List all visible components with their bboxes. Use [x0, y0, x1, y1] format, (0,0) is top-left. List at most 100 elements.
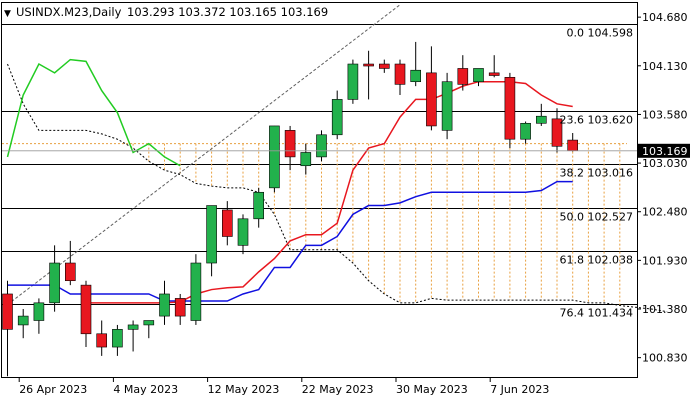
y-tick-label: 103.030: [642, 157, 688, 170]
trend-line-series: [7, 4, 401, 305]
plot-frame: [1, 2, 638, 378]
candle-bear[interactable]: [551, 108, 563, 153]
candle-bull[interactable]: [269, 125, 280, 193]
candle-bull[interactable]: [112, 324, 123, 356]
candle-bear[interactable]: [174, 293, 186, 325]
y-axis: 104.680 104.130 103.580 103.030 102.480 101.9…: [637, 11, 688, 365]
candle-bull[interactable]: [159, 280, 170, 325]
fib-label: 50.0 102.527: [560, 211, 633, 224]
candle-body: [284, 130, 296, 158]
y-tick-label: 101.930: [642, 254, 688, 267]
candle-bull[interactable]: [49, 245, 60, 312]
ma-green-series: [6, 58, 181, 167]
y-tick-label: 100.830: [642, 352, 688, 365]
fib-label: 23.6 103.620: [560, 114, 633, 127]
candle-body: [441, 81, 453, 131]
x-tick-label: 30 May 2023: [396, 383, 468, 396]
candle-body: [159, 293, 170, 317]
candle-bear[interactable]: [2, 280, 13, 377]
candle-body: [190, 262, 202, 321]
ma-blue-series: [7, 180, 573, 302]
candle-body: [551, 118, 563, 147]
candle-body: [316, 134, 327, 158]
trend-line: [7, 4, 401, 305]
x-tick-label: 22 May 2023: [302, 383, 374, 396]
dropdown-triangle-icon[interactable]: ▼: [4, 9, 11, 19]
candle-body: [488, 72, 500, 76]
candle-bull[interactable]: [33, 298, 45, 334]
candle-bear[interactable]: [96, 320, 107, 356]
candle-bear[interactable]: [363, 50, 374, 100]
candle-bull[interactable]: [206, 205, 217, 277]
ohlc-values: 103.293 103.372 103.165 103.169: [127, 5, 328, 19]
candle-body: [363, 63, 374, 67]
candle-bull[interactable]: [331, 90, 343, 140]
candle-bull[interactable]: [473, 68, 484, 87]
x-tick-label: 12 May 2023: [208, 383, 280, 396]
candle-body: [2, 293, 13, 330]
candle-body: [65, 262, 76, 282]
candle-bear[interactable]: [80, 280, 92, 348]
x-tick-label: 4 May 2023: [113, 383, 178, 396]
candle-body: [410, 69, 422, 83]
x-tick-label: 26 Apr 2023: [19, 383, 87, 396]
candle-body: [473, 68, 484, 83]
candle-body: [33, 302, 45, 321]
fib-label: 38.2 103.016: [560, 167, 633, 180]
candle-bear[interactable]: [394, 59, 406, 95]
candle-bear[interactable]: [457, 55, 469, 91]
fib-label: 61.8 102.038: [560, 254, 633, 267]
candle-body: [49, 262, 60, 304]
fibonacci-lines: [2, 24, 637, 305]
candle-body: [394, 63, 406, 85]
candle-bear[interactable]: [378, 59, 390, 73]
candle-body: [504, 76, 516, 140]
candle-body: [253, 191, 264, 220]
candle-body: [457, 68, 469, 85]
candle-body: [174, 298, 186, 317]
candle-bull[interactable]: [316, 130, 327, 162]
y-tick-label: 102.480: [642, 206, 688, 219]
candle-bull[interactable]: [237, 214, 249, 255]
candle-body: [378, 63, 390, 69]
y-tick-label: 104.680: [642, 11, 688, 24]
x-tick-label: 7 Jun 2023: [490, 383, 549, 396]
candle-bull[interactable]: [17, 309, 29, 339]
current-price-label: 103.169: [642, 145, 688, 158]
current-price-box: [638, 143, 690, 158]
candle-body: [535, 115, 547, 124]
candle-body: [80, 284, 92, 335]
candle-bull[interactable]: [300, 143, 312, 175]
current-price-tag: 103.169: [2, 143, 690, 158]
candle-body: [520, 122, 531, 140]
candle-body: [331, 99, 343, 136]
candle-bull[interactable]: [127, 320, 139, 352]
candle-bear[interactable]: [504, 72, 516, 149]
candle-body: [567, 139, 579, 152]
candle-bull[interactable]: [520, 121, 531, 144]
candle-bull[interactable]: [190, 254, 202, 325]
span-b-series: [7, 63, 667, 313]
candle-bull[interactable]: [347, 59, 359, 104]
candlesticks[interactable]: [2, 41, 579, 377]
candle-body: [17, 315, 29, 326]
candle-body: [269, 125, 280, 189]
candle-bull[interactable]: [253, 187, 264, 228]
y-tick-label: 104.130: [642, 60, 688, 73]
candle-body: [426, 72, 437, 127]
y-tick-label: 103.580: [642, 108, 688, 121]
candle-bull[interactable]: [143, 320, 155, 339]
candle-bull[interactable]: [410, 41, 422, 87]
candle-bear[interactable]: [222, 201, 233, 246]
candle-bear[interactable]: [426, 46, 437, 131]
fibonacci-labels: 0.0 104.598 23.6 103.620 38.2 103.016 50.0 …: [560, 27, 633, 320]
candle-bull[interactable]: [441, 72, 453, 140]
candle-bull[interactable]: [535, 103, 547, 126]
candle-bear[interactable]: [488, 55, 500, 78]
candle-body: [300, 152, 312, 167]
x-axis: 26 Apr 2023 4 May 2023 12 May 2023 22 May 2…: [18, 378, 549, 396]
candle-bear[interactable]: [284, 125, 296, 171]
candle-bear[interactable]: [65, 240, 76, 286]
